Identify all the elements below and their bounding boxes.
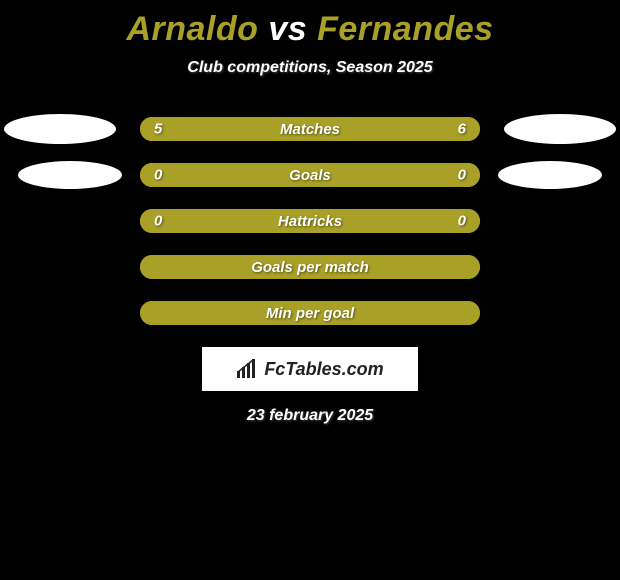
stat-bar: Matches 5 6 — [140, 117, 480, 141]
stat-row: Matches 5 6 — [0, 117, 620, 141]
stat-label: Hattricks — [278, 213, 342, 230]
stat-label: Matches — [280, 121, 340, 138]
stat-row: Goals per match — [0, 255, 620, 279]
stat-bar: Goals 0 0 — [140, 163, 480, 187]
subtitle: Club competitions, Season 2025 — [0, 59, 620, 77]
player-left-photo — [18, 161, 122, 189]
stat-bar: Hattricks 0 0 — [140, 209, 480, 233]
stat-row: Goals 0 0 — [0, 163, 620, 187]
stat-bar: Goals per match — [140, 255, 480, 279]
fctables-logo: FcTables.com — [202, 347, 418, 391]
stat-label: Goals — [289, 167, 331, 184]
chart-icon — [236, 359, 258, 379]
player-left-name: Arnaldo — [126, 10, 258, 48]
stat-value-right: 0 — [458, 213, 466, 230]
player-left-photo — [4, 114, 116, 144]
stat-label: Goals per match — [251, 259, 369, 276]
player-right-name: Fernandes — [317, 10, 493, 48]
stat-fill-left — [140, 163, 310, 187]
page-title: Arnaldo vs Fernandes — [0, 0, 620, 49]
stat-fill-left — [140, 117, 293, 141]
title-vs: vs — [258, 10, 317, 48]
player-right-photo — [504, 114, 616, 144]
stat-row: Min per goal — [0, 301, 620, 325]
stat-row: Hattricks 0 0 — [0, 209, 620, 233]
player-right-photo — [498, 161, 602, 189]
stat-value-left: 0 — [154, 167, 162, 184]
logo-text: FcTables.com — [264, 359, 383, 380]
date-line: 23 february 2025 — [0, 407, 620, 425]
stat-label: Min per goal — [266, 305, 354, 322]
stat-fill-right — [310, 163, 480, 187]
stat-value-right: 0 — [458, 167, 466, 184]
stat-bar: Min per goal — [140, 301, 480, 325]
stat-value-left: 5 — [154, 121, 162, 138]
stat-value-right: 6 — [458, 121, 466, 138]
stat-value-left: 0 — [154, 213, 162, 230]
stats-container: Matches 5 6 Goals 0 0 Hattricks 0 0 Goals per mat… — [0, 117, 620, 325]
